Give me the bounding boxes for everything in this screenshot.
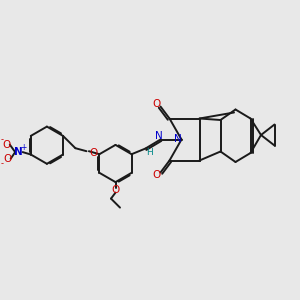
Text: -: - [1, 159, 4, 168]
Text: O: O [153, 99, 161, 109]
Text: O: O [89, 148, 98, 158]
Text: N: N [155, 131, 163, 141]
Text: H: H [146, 148, 153, 157]
Text: N: N [174, 134, 182, 145]
Text: +: + [20, 143, 27, 152]
Text: O: O [3, 140, 11, 150]
Text: -: - [0, 135, 3, 144]
Text: O: O [4, 154, 12, 164]
Text: N: N [14, 147, 22, 157]
Text: O: O [153, 170, 161, 180]
Text: O: O [111, 185, 120, 195]
